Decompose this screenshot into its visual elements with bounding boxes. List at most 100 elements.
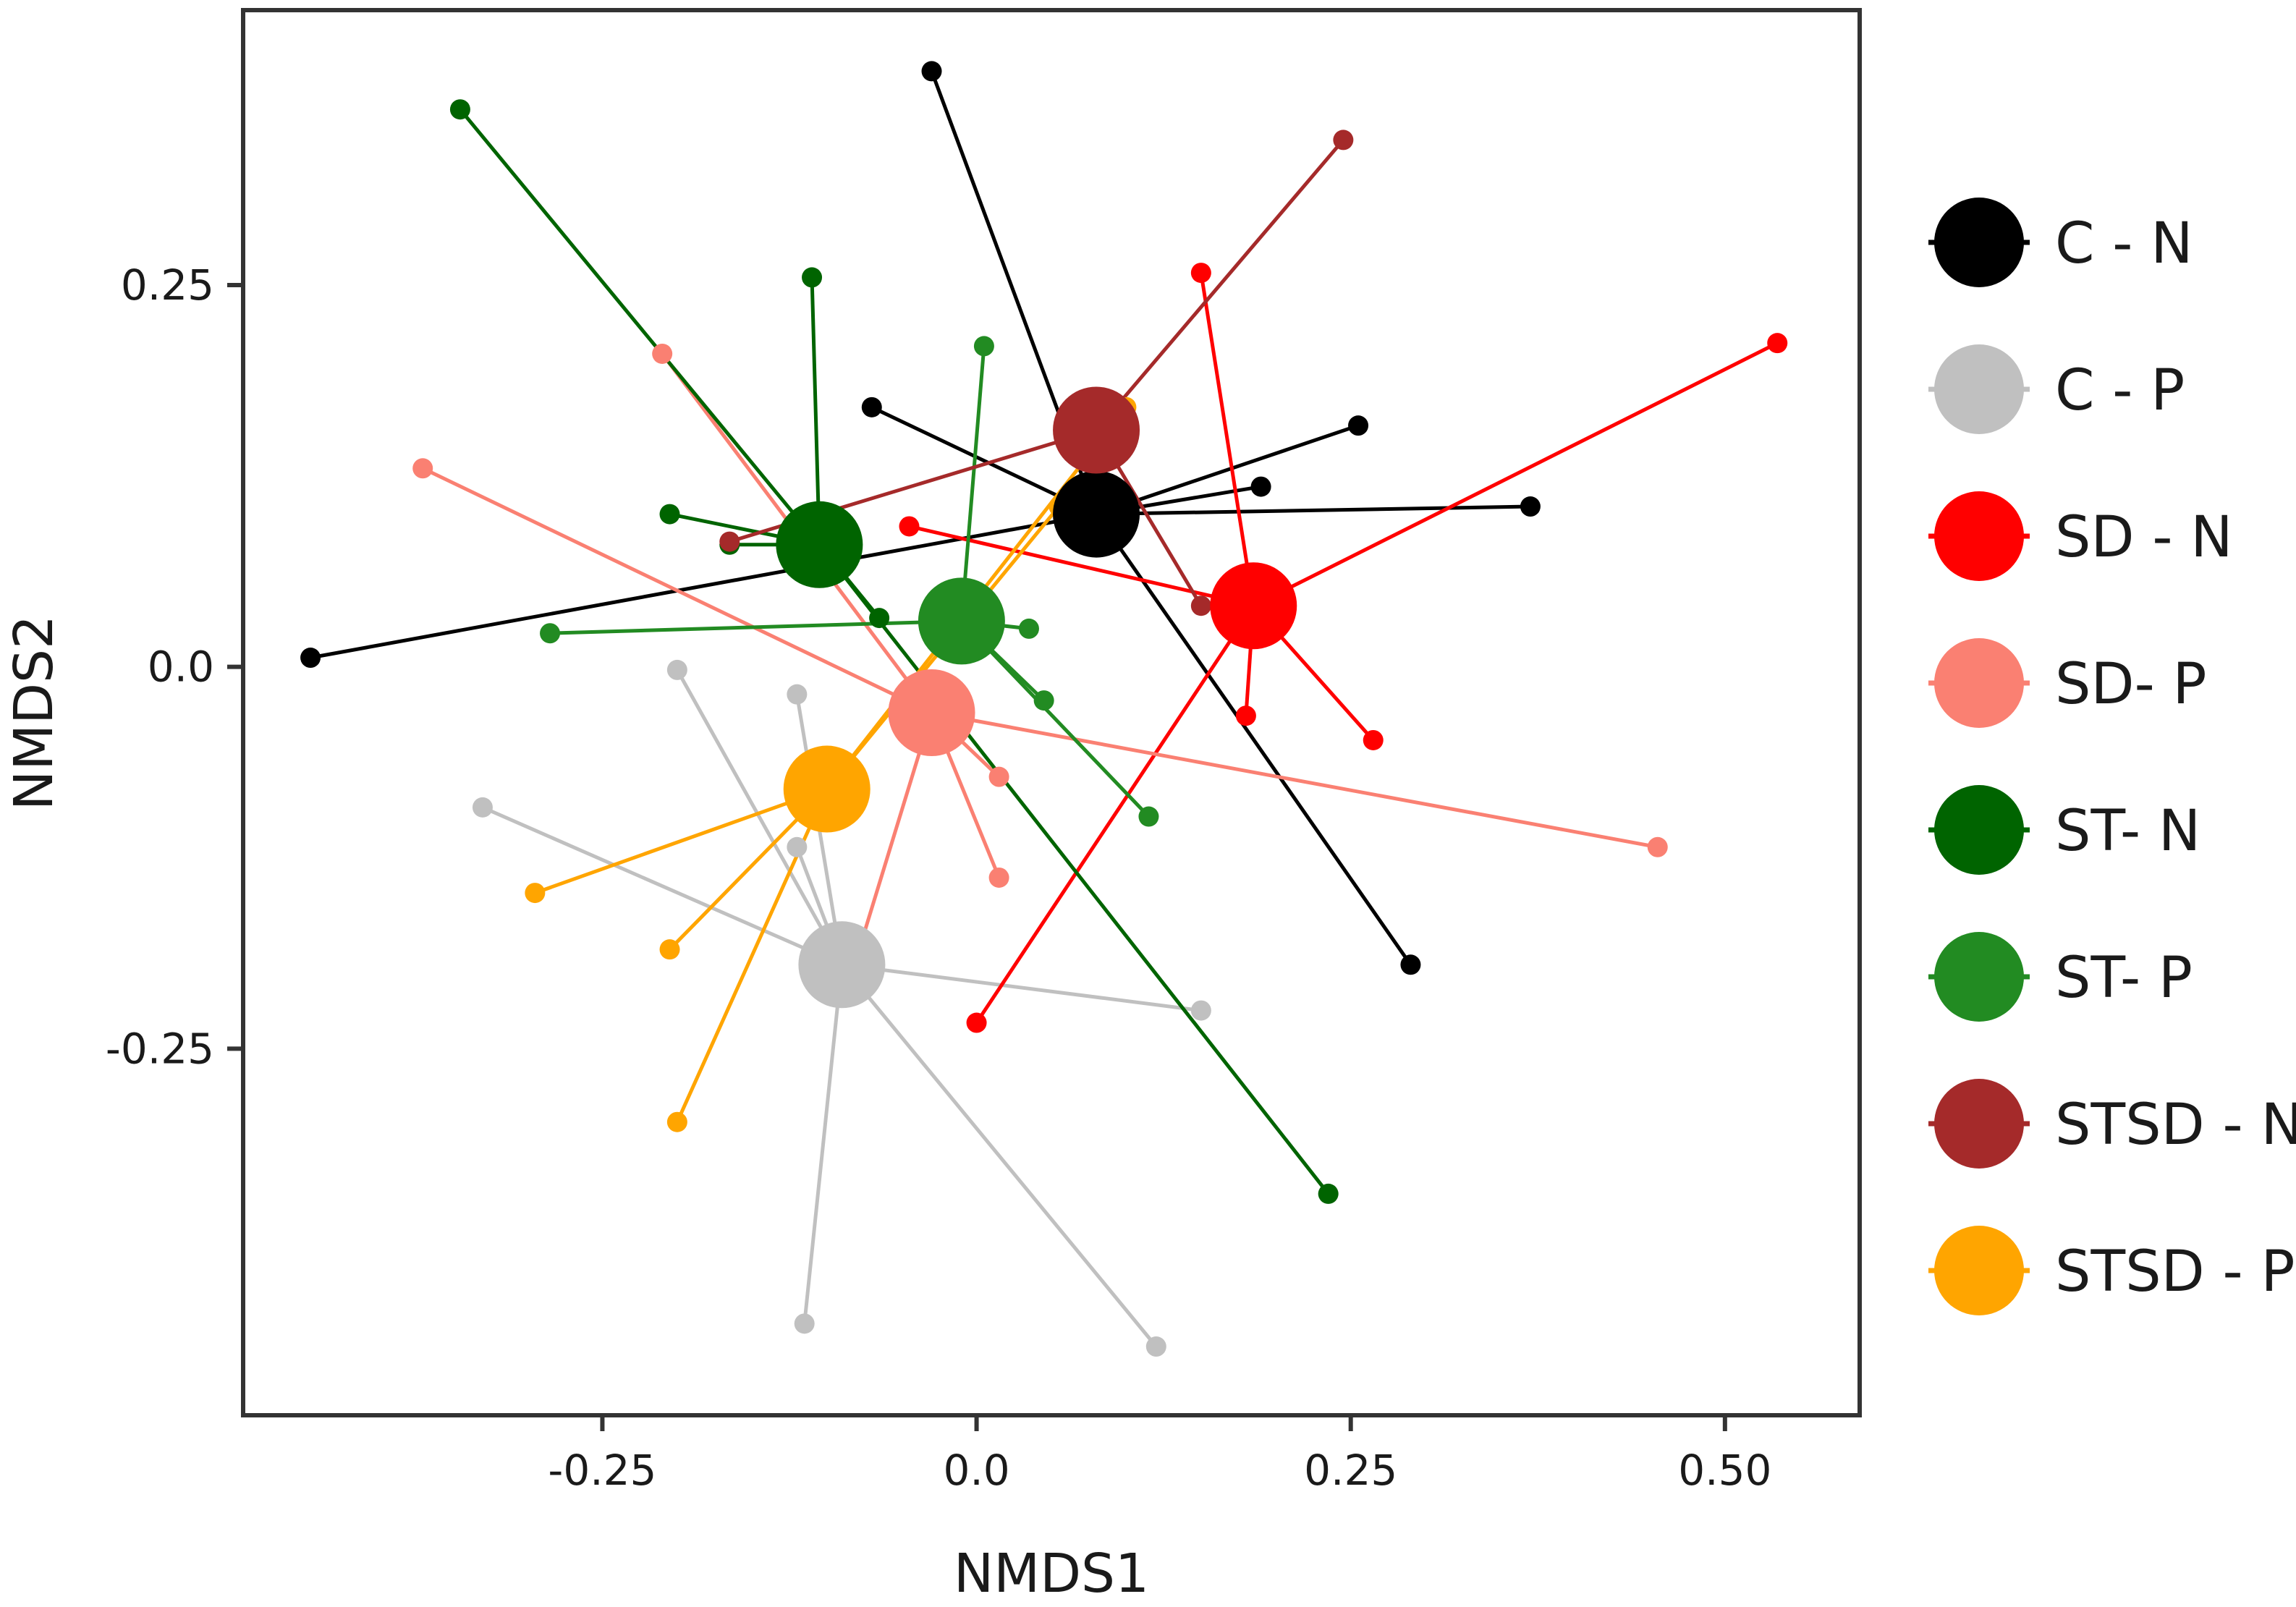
spider-segment-5-1 (549, 619, 962, 635)
sample-point-4-4 (869, 608, 890, 629)
sample-point-0-2 (861, 397, 882, 417)
legend-swatch-5 (1934, 932, 2024, 1022)
sample-point-7-2 (525, 883, 546, 904)
sample-point-6-1 (719, 531, 740, 552)
x-axis-label: NMDS1 (954, 1543, 1149, 1605)
spider-segment-7-2 (534, 787, 828, 895)
spider-segment-3-2 (931, 711, 1659, 849)
sample-point-2-1 (1767, 333, 1788, 354)
sample-point-3-3 (988, 766, 1009, 787)
spider-segment-0-6 (1095, 513, 1412, 966)
sample-point-5-0 (973, 336, 994, 357)
sample-point-1-2 (787, 684, 808, 705)
spider-segment-5-4 (960, 619, 1151, 818)
spider-segment-1-4 (802, 964, 844, 1324)
sample-point-2-2 (899, 516, 920, 537)
sample-point-0-6 (1400, 954, 1421, 975)
sample-point-5-4 (1138, 806, 1159, 827)
legend-label-7: STSD - P (2055, 1239, 2295, 1305)
axes: -0.25 0.0 0.25 0.50 0.25 0.0 -0.25 NMDS1 NMDS2 (3, 8, 1862, 1605)
sample-point-4-5 (1318, 1183, 1339, 1204)
sample-point-5-3 (1033, 690, 1054, 711)
spider-segment-0-5 (1096, 504, 1530, 517)
sample-point-1-1 (666, 659, 687, 680)
sample-point-0-3 (1348, 415, 1369, 436)
sample-point-4-2 (659, 504, 680, 525)
legend-swatch-2 (1934, 491, 2024, 581)
sample-point-6-2 (1190, 595, 1211, 616)
centroid-1 (798, 921, 886, 1009)
sample-point-3-2 (1647, 836, 1668, 857)
sample-point-7-3 (659, 939, 680, 960)
y-tick-label-0: 0.25 (121, 260, 214, 310)
centroid-2 (1210, 562, 1297, 650)
spider-segment-4-5 (818, 543, 1330, 1195)
legend-swatch-1 (1934, 344, 2024, 434)
plot-area (300, 61, 1788, 1357)
sample-point-2-3 (1235, 705, 1256, 726)
sample-point-5-2 (1018, 618, 1039, 639)
y-tick-label-1: 0.0 (148, 643, 214, 692)
legend-label-0: C - N (2055, 211, 2193, 276)
spider-segment-2-5 (975, 604, 1255, 1024)
spider-segment-2-0 (1199, 272, 1255, 606)
sample-point-2-0 (1190, 263, 1211, 284)
x-tick-label-0: -0.25 (548, 1446, 656, 1495)
sample-point-1-6 (1190, 1000, 1211, 1021)
centroid-6 (1053, 386, 1140, 474)
x-tick-label-1: 0.0 (943, 1446, 1009, 1495)
y-axis-label: NMDS2 (3, 615, 65, 810)
sample-point-1-0 (472, 797, 493, 818)
legend-label-5: ST- P (2055, 946, 2193, 1011)
legend-label-3: SD- P (2055, 652, 2207, 717)
sample-point-4-1 (802, 267, 823, 288)
sample-point-3-4 (988, 867, 1009, 888)
spider-segment-0-3 (1096, 423, 1359, 516)
legend-swatch-3 (1934, 638, 2024, 728)
spider-segment-2-1 (1253, 341, 1779, 608)
spider-segment-5-0 (960, 346, 986, 622)
spider-segment-6-0 (1095, 138, 1345, 432)
spider-segment-1-1 (675, 669, 844, 966)
x-tick-label-2: 0.25 (1304, 1446, 1397, 1495)
legend-label-2: SD - N (2055, 505, 2233, 570)
y-tick-label-2: -0.25 (106, 1024, 214, 1073)
sample-point-3-1 (412, 458, 433, 479)
centroid-3 (888, 669, 975, 756)
centroid-4 (776, 501, 863, 588)
sample-point-1-5 (1145, 1336, 1166, 1357)
sample-point-2-5 (966, 1012, 987, 1033)
centroid-5 (918, 577, 1005, 665)
sample-point-5-1 (540, 623, 561, 644)
sample-point-1-3 (787, 836, 808, 857)
spider-segment-3-1 (422, 467, 933, 715)
legend-swatch-6 (1934, 1079, 2024, 1169)
centroid-7 (783, 745, 870, 833)
sample-point-7-4 (666, 1111, 687, 1132)
legend-swatch-4 (1934, 785, 2024, 875)
sample-point-0-0 (300, 648, 321, 669)
plot-frame (241, 8, 1862, 1417)
spider-segment-1-0 (481, 805, 843, 967)
sample-point-0-1 (921, 61, 942, 82)
sample-point-2-4 (1363, 729, 1384, 750)
sample-point-0-4 (1250, 476, 1271, 497)
sample-point-6-0 (1333, 130, 1354, 150)
centroid-0 (1053, 470, 1140, 558)
sample-point-3-0 (652, 343, 673, 364)
sample-point-4-0 (449, 99, 470, 120)
spider-segment-1-5 (840, 963, 1158, 1348)
spider-segment-4-1 (810, 277, 821, 545)
legend-swatch-0 (1934, 198, 2024, 287)
sample-point-1-4 (794, 1313, 815, 1334)
x-tick-label-3: 0.50 (1678, 1446, 1771, 1495)
spider-segment-1-6 (842, 962, 1202, 1013)
legend: C - N C - P SD - N SD- P ST- N ST- P STSD - N S… (1928, 198, 2296, 1315)
legend-label-4: ST- N (2055, 799, 2200, 864)
legend-swatch-7 (1934, 1226, 2024, 1315)
legend-label-6: STSD - N (2055, 1093, 2296, 1158)
sample-point-0-5 (1520, 496, 1541, 517)
spider-segment-4-0 (459, 108, 821, 546)
legend-label-1: C - P (2055, 358, 2185, 423)
